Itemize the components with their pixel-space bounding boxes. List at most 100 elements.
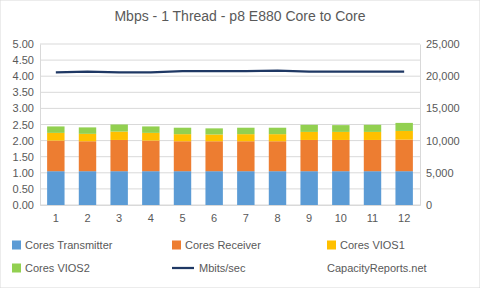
bar — [237, 128, 254, 134]
tick: 5,000 — [420, 167, 454, 179]
bar — [395, 171, 412, 205]
tick-label: 4.50 — [13, 54, 34, 66]
tick: 4 — [148, 205, 154, 224]
bar — [174, 128, 191, 134]
bar — [364, 140, 381, 171]
tick-label: 9 — [306, 212, 312, 224]
bar — [395, 123, 412, 131]
tick-label: 4 — [148, 212, 154, 224]
x-axis: 123456789101112 — [41, 205, 421, 224]
legend-label: Mbits/sec — [199, 262, 246, 274]
tick-label: 3.50 — [13, 86, 34, 98]
bar — [237, 171, 254, 205]
tick: 0 — [420, 199, 432, 211]
bar — [174, 171, 191, 205]
chart: 0.000.501.001.502.002.503.003.504.004.50… — [0, 0, 480, 288]
bar-series — [47, 131, 413, 141]
tick-label: 25,000 — [426, 38, 460, 50]
bar — [332, 132, 349, 140]
bar — [79, 134, 96, 141]
legend-item: Cores VIOS1 — [327, 239, 405, 251]
bar — [332, 125, 349, 132]
axis-line — [420, 45, 421, 206]
tick: 11 — [367, 205, 378, 224]
bar — [300, 171, 317, 205]
tick: 8 — [274, 205, 280, 224]
grid-line — [40, 44, 420, 45]
bar — [269, 128, 286, 134]
y2-axis: 05,00010,00015,00020,00025,000 — [420, 38, 460, 211]
bar — [110, 140, 127, 171]
bar — [205, 141, 222, 171]
legend-swatch — [327, 241, 336, 250]
tick: 3.00 — [13, 102, 40, 114]
tick: 9 — [306, 205, 312, 224]
bar-series — [47, 140, 413, 172]
tick-label: 2.00 — [13, 135, 34, 147]
bar — [142, 141, 159, 172]
bar — [205, 134, 222, 141]
tick-label: 8 — [274, 212, 280, 224]
tick: 1 — [53, 205, 59, 224]
tick: 2.00 — [13, 135, 40, 147]
tick: 7 — [243, 205, 249, 224]
bar — [364, 171, 381, 205]
tick-label: 2.50 — [13, 119, 34, 131]
tick-label: 0 — [426, 199, 432, 211]
bar — [79, 141, 96, 171]
bar — [205, 171, 222, 205]
legend-item: Cores Transmitter — [12, 239, 113, 251]
tick: 0.00 — [13, 199, 40, 211]
grid — [40, 44, 420, 205]
tick-label: 6 — [211, 212, 217, 224]
bar — [300, 132, 317, 140]
tick: 10,000 — [420, 135, 460, 147]
tick-label: 0.50 — [13, 183, 34, 195]
bar — [47, 171, 64, 205]
bar — [142, 171, 159, 205]
tick-label: 1.50 — [13, 151, 34, 163]
bar — [142, 126, 159, 132]
legend-item: Mbits/sec — [172, 262, 246, 274]
legend-label: Cores Receiver — [185, 239, 261, 251]
bar — [269, 141, 286, 171]
tick-label: 15,000 — [426, 102, 460, 114]
tick-label: 5,000 — [426, 167, 454, 179]
grid-line — [40, 108, 420, 109]
bar — [364, 132, 381, 140]
legend-swatch — [172, 241, 181, 250]
title: Mbps - 1 Thread - p8 E880 Core to Core — [114, 8, 365, 24]
tick-label: 10,000 — [426, 135, 460, 147]
tick: 3 — [116, 205, 122, 224]
legend-label: Cores Transmitter — [25, 239, 113, 251]
background — [0, 0, 480, 288]
y-axis: 0.000.501.001.502.002.503.003.504.004.50… — [13, 38, 41, 211]
grid-line — [40, 140, 420, 141]
tick: 10 — [335, 205, 347, 224]
bar — [300, 140, 317, 171]
bar — [205, 128, 222, 134]
tick-label: 10 — [335, 212, 347, 224]
bar — [47, 133, 64, 141]
bar — [269, 171, 286, 205]
legend-swatch — [172, 267, 194, 269]
tick: 4.50 — [13, 54, 40, 66]
grid-line — [40, 172, 420, 173]
bar — [110, 171, 127, 205]
tick-label: 1 — [53, 212, 59, 224]
bar — [110, 125, 127, 132]
bar — [237, 141, 254, 171]
legend-swatch — [12, 241, 21, 250]
legend-label: Cores VIOS2 — [25, 262, 90, 274]
legend: Cores Transmitter Cores Receiver Cores VIO… — [12, 239, 427, 274]
bar — [395, 131, 412, 140]
bar — [79, 171, 96, 205]
tick-label: 12 — [398, 212, 410, 224]
axis-line — [41, 205, 421, 206]
tick-label: 5.00 — [13, 38, 34, 50]
bar-series — [47, 123, 413, 135]
tick-label: 5 — [179, 212, 185, 224]
bar — [364, 125, 381, 132]
tick: 12 — [398, 205, 410, 224]
tick: 5 — [179, 205, 185, 224]
